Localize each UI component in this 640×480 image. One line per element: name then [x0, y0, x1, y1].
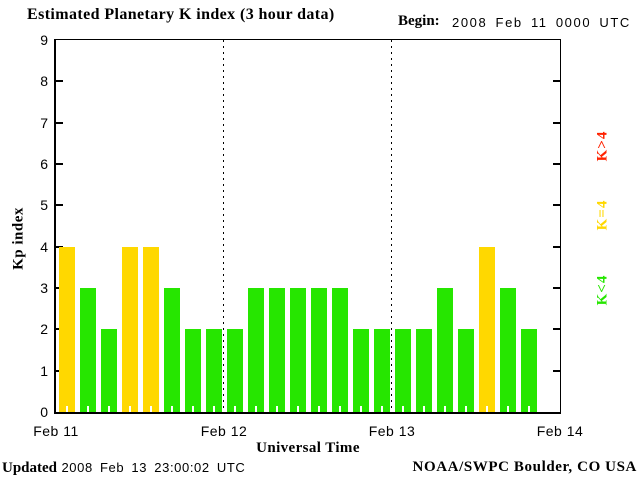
y-tick-mark-right	[553, 328, 560, 331]
kp-bar	[247, 288, 264, 412]
kp-bar	[499, 288, 516, 412]
kp-bar	[268, 288, 285, 412]
kp-bar	[121, 246, 138, 412]
day-separator-line	[223, 40, 224, 412]
y-tick-mark-right	[553, 204, 560, 207]
kp-bar	[100, 329, 117, 412]
kp-bar	[373, 329, 390, 412]
x-tick-notch	[149, 406, 152, 412]
plot-area	[54, 39, 561, 414]
y-tick-label: 1	[40, 362, 48, 379]
x-tick-notch	[485, 406, 488, 412]
y-tick-mark-right	[553, 121, 560, 124]
x-tick-notch	[128, 406, 131, 412]
x-tick-notch	[212, 406, 215, 412]
kp-bar	[457, 329, 474, 412]
kp-bar	[184, 329, 201, 412]
y-tick-mark-right	[553, 80, 560, 83]
x-tick-notch	[464, 406, 467, 412]
x-axis-title: Universal Time	[256, 440, 360, 456]
legend-item: K>4	[594, 130, 611, 162]
kp-bar	[163, 288, 180, 412]
y-tick-label: 4	[40, 238, 48, 255]
x-tick-label: Feb 14	[536, 423, 584, 439]
y-tick-mark-left	[56, 80, 63, 83]
updated-timestamp: Updated 2008 Feb 13 23:00:02 UTC	[2, 459, 245, 477]
x-tick-label: Feb 11	[33, 423, 79, 439]
y-tick-label: 5	[40, 197, 48, 214]
kp-bar	[520, 329, 537, 412]
kp-bar	[310, 288, 327, 412]
kp-bar	[289, 288, 306, 412]
x-tick-notch	[296, 406, 299, 412]
y-tick-mark-right	[553, 287, 560, 289]
x-tick-notch	[275, 406, 278, 412]
y-tick-label: 9	[40, 32, 48, 48]
y-tick-label: 2	[40, 321, 48, 338]
kp-bar	[58, 246, 75, 412]
x-tick-label: Feb 12	[200, 423, 248, 439]
updated-value: 2008 Feb 13 23:00:02 UTC	[61, 460, 246, 475]
x-tick-label: Feb 13	[368, 423, 416, 439]
x-tick-notch	[422, 406, 425, 412]
y-tick-mark-left	[56, 163, 63, 165]
y-tick-mark-left	[56, 121, 63, 124]
updated-label: Updated	[2, 460, 58, 476]
kp-bar	[415, 329, 432, 412]
x-tick-notch	[65, 406, 68, 412]
y-tick-label: 3	[40, 280, 48, 296]
x-tick-notch	[191, 406, 194, 412]
y-tick-label: 0	[40, 404, 48, 420]
kp-bar	[394, 329, 411, 412]
x-tick-notch	[254, 406, 257, 412]
kp-bar	[79, 288, 96, 412]
x-tick-notch	[443, 406, 446, 412]
chart-title: Estimated Planetary K index (3 hour data…	[27, 6, 335, 23]
x-tick-notch	[338, 406, 341, 412]
y-tick-label: 7	[40, 114, 48, 131]
x-tick-notch	[359, 406, 362, 412]
x-tick-notch	[170, 406, 173, 412]
begin-value: 2008 Feb 11 0000 UTC	[452, 15, 631, 30]
x-tick-notch	[107, 406, 110, 412]
legend-item: K<4	[594, 274, 611, 306]
credit-text: NOAA/SWPC Boulder, CO USA	[412, 459, 637, 475]
x-tick-notch	[506, 406, 509, 412]
y-tick-label: 6	[40, 156, 48, 172]
y-tick-mark-left	[56, 204, 63, 207]
kp-bar	[436, 288, 453, 412]
x-tick-notch	[233, 406, 236, 412]
y-tick-mark-right	[553, 245, 560, 248]
kp-bar	[331, 288, 348, 412]
y-tick-label: 8	[40, 73, 48, 90]
kp-bar	[226, 329, 243, 412]
x-tick-notch	[527, 406, 530, 412]
kp-bar	[142, 246, 159, 412]
kp-bar	[478, 246, 495, 412]
x-tick-notch	[317, 406, 320, 412]
x-tick-notch	[86, 406, 89, 412]
y-tick-mark-left	[56, 245, 63, 248]
day-separator-line	[391, 40, 392, 412]
begin-label: Begin:	[398, 13, 440, 29]
legend-item: K=4	[594, 199, 611, 231]
kp-bar	[352, 329, 369, 412]
y-tick-mark-right	[553, 369, 560, 372]
x-tick-notch	[380, 406, 383, 412]
y-tick-mark-right	[553, 163, 560, 165]
x-tick-notch	[401, 406, 404, 412]
kp-bar	[205, 329, 222, 412]
